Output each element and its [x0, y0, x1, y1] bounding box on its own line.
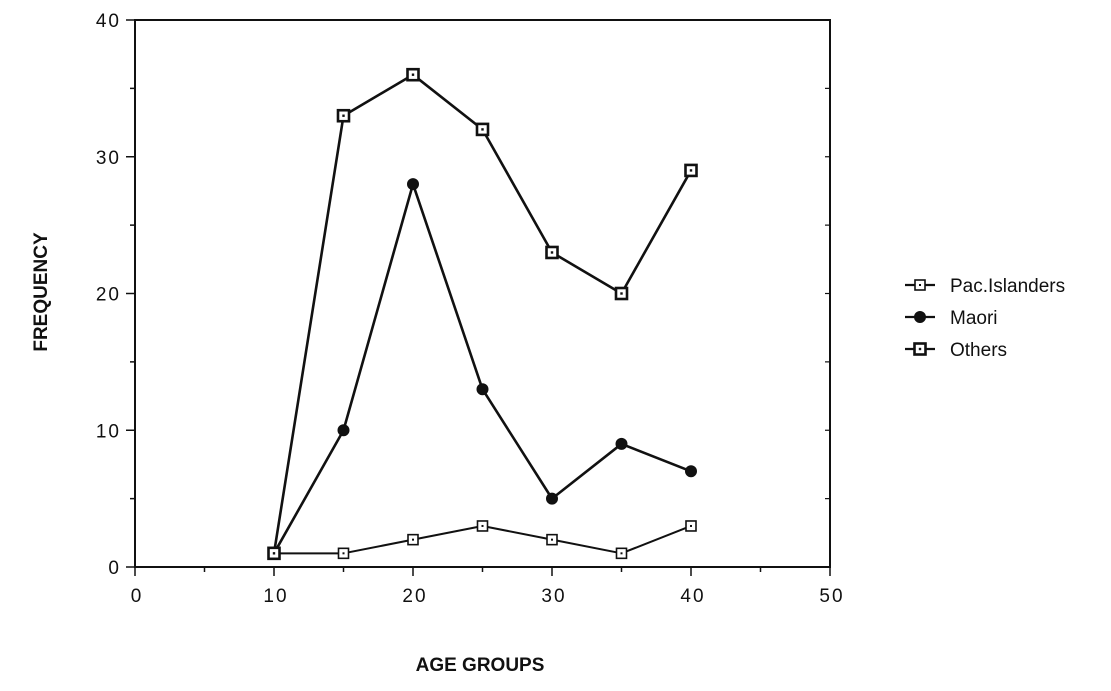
legend-item: Pac.Islanders [905, 276, 1065, 297]
y-tick-label: 30 [96, 148, 121, 169]
legend-label: Maori [950, 308, 998, 329]
data-point-center [620, 292, 623, 295]
legend-item: Maori [905, 308, 998, 329]
series-others [267, 67, 698, 561]
data-point-center [272, 552, 276, 555]
data-point-center [689, 169, 693, 172]
data-point-center [411, 73, 415, 76]
legend-marker [914, 311, 926, 323]
legend-label: Pac.Islanders [950, 276, 1065, 297]
y-tick-label: 20 [96, 285, 121, 306]
x-tick-label: 10 [263, 586, 288, 607]
data-point [685, 465, 697, 478]
data-point-center [690, 524, 692, 527]
series-layer [267, 67, 698, 561]
y-tick-label: 10 [96, 421, 121, 442]
x-tick-label: 30 [541, 586, 566, 607]
data-point-center [550, 251, 554, 254]
y-tick-label: 40 [96, 11, 121, 32]
y-tick-label: 0 [108, 558, 121, 579]
series-maori [268, 178, 697, 560]
series-line [272, 73, 693, 554]
data-point-center [342, 114, 345, 117]
data-point-center [620, 552, 623, 555]
data-point [337, 424, 350, 437]
legend-marker-center [918, 347, 922, 351]
axes: 0 10 20 30 40 50 0 10 20 30 40 [96, 11, 844, 607]
x-axis-title: AGE GROUPS [416, 655, 545, 676]
data-point-center [481, 524, 484, 527]
data-point-center [481, 128, 484, 131]
y-axis-title: FREQUENCY [31, 232, 52, 352]
x-tick-label: 40 [680, 586, 705, 607]
legend: Pac.Islanders Maori Others [905, 276, 1065, 361]
legend-label: Others [950, 340, 1007, 361]
x-tick-label: 50 [819, 586, 844, 607]
x-tick-label: 20 [402, 586, 427, 607]
plot-frame [134, 19, 831, 568]
data-point [615, 437, 628, 450]
data-point-center [412, 538, 414, 541]
x-tick-label: 0 [131, 586, 144, 607]
data-point-center [342, 552, 345, 555]
legend-item: Others [905, 340, 1007, 361]
data-point [476, 383, 489, 396]
series-line [272, 182, 692, 554]
data-point [407, 178, 419, 191]
legend-marker-center [919, 284, 921, 286]
series-pac-islanders [268, 520, 697, 560]
data-point [546, 492, 558, 505]
data-point-center [551, 538, 553, 541]
